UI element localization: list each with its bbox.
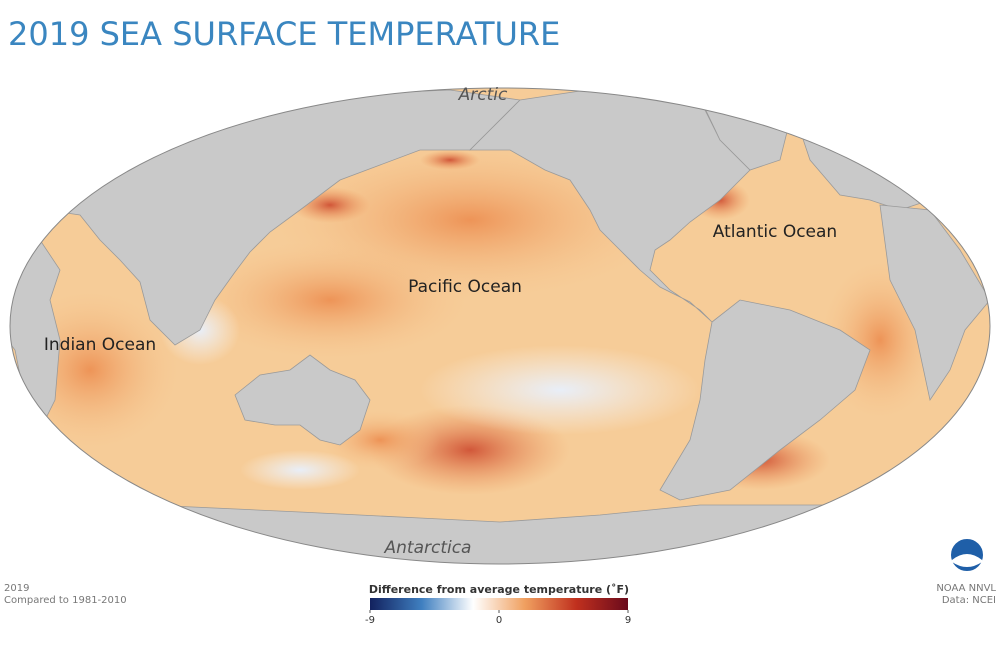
- footer-baseline: Compared to 1981-2010: [4, 595, 127, 606]
- map-label: Antarctica: [384, 538, 472, 558]
- color-bar: [370, 598, 628, 610]
- map-label: Atlantic Ocean: [713, 222, 837, 242]
- map-label: Pacific Ocean: [408, 277, 522, 297]
- legend-tick-label: 0: [496, 615, 502, 626]
- legend-tick-label: 9: [625, 615, 631, 626]
- noaa-logo: [949, 537, 985, 573]
- legend-title: Difference from average temperature (˚F): [369, 583, 629, 596]
- footer-source: Data: NCEI: [942, 595, 996, 606]
- legend-tick-label: -9: [365, 615, 375, 626]
- legend: -9 0 9: [365, 598, 631, 626]
- map-label: Arctic: [458, 85, 508, 105]
- footer-credit: NOAA NNVL: [936, 583, 996, 594]
- map-label: Indian Ocean: [44, 335, 156, 355]
- title: 2019 SEA SURFACE TEMPERATURE: [8, 15, 560, 53]
- footer-year: 2019: [4, 583, 29, 594]
- map: [10, 88, 990, 564]
